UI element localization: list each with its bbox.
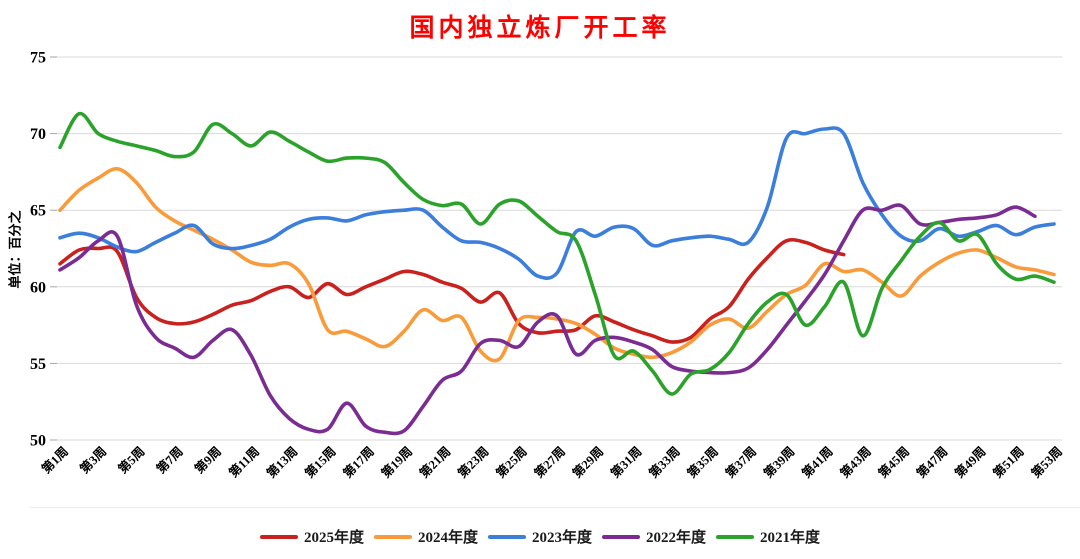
- legend-swatch-icon: [602, 534, 640, 539]
- x-axis-tick-label: 第3周: [77, 444, 110, 477]
- series-line-3: [58, 203, 1037, 436]
- x-axis-tick-label: 第49周: [952, 444, 989, 481]
- legend-label: 2021年度: [760, 530, 821, 546]
- y-axis-title: 单位：百分之: [7, 210, 23, 289]
- x-axis-tick-label: 第17周: [340, 444, 377, 481]
- x-axis-tick-label: 第43周: [837, 444, 874, 481]
- y-axis-tick-label: 65: [30, 203, 46, 220]
- x-axis-tick-label: 第9周: [191, 444, 224, 477]
- x-axis-tick-label: 第51周: [990, 444, 1027, 481]
- x-axis-tick-label: 第27周: [531, 444, 568, 481]
- legend-item-1: 2024年度: [373, 526, 478, 547]
- legend-label: 2023年度: [531, 530, 592, 546]
- x-axis-tick-label: 第15周: [302, 444, 339, 481]
- x-axis-tick-label: 第39周: [760, 444, 797, 481]
- x-axis-tick-label: 第45周: [875, 444, 912, 481]
- legend: 2025年度 2024年度 2023年度 2022年度 2021年度: [0, 526, 1080, 547]
- legend-item-2: 2023年度: [487, 526, 592, 547]
- legend-item-3: 2022年度: [602, 526, 706, 547]
- legend-label: 2025年度: [303, 530, 364, 546]
- legend-swatch-icon: [373, 534, 412, 539]
- x-axis-tick-label: 第41周: [799, 444, 836, 481]
- x-axis-tick-label: 第21周: [416, 444, 453, 481]
- legend-swatch-icon: [487, 534, 526, 539]
- x-axis-tick-label: 第5周: [115, 444, 148, 477]
- y-axis-tick-label: 75: [30, 50, 46, 67]
- x-axis-tick-label: 第13周: [263, 444, 300, 481]
- y-axis-tick-label: 50: [30, 433, 46, 450]
- y-axis-tick-label: 55: [30, 356, 46, 373]
- x-axis-tick-label: 第35周: [684, 444, 721, 481]
- series-line-0: [58, 237, 846, 344]
- x-axis-tick-label: 第11周: [226, 444, 263, 481]
- legend-label: 2022年度: [646, 530, 707, 546]
- chart-title: 国内独立炼厂开工率: [409, 15, 671, 42]
- y-axis-tick-label: 60: [30, 279, 46, 296]
- x-axis-tick-label: 第19周: [378, 444, 415, 481]
- x-axis-tick-label: 第47周: [913, 444, 950, 481]
- legend-swatch-icon: [716, 534, 755, 539]
- x-axis-tick-label: 第31周: [607, 444, 644, 481]
- legend-label: 2024年度: [417, 530, 478, 546]
- x-axis-tick-label: 第33周: [646, 444, 683, 481]
- legend-item-0: 2025年度: [259, 526, 364, 547]
- legend-item-4: 2021年度: [716, 526, 820, 547]
- x-axis-tick-label: 第23周: [455, 444, 492, 481]
- x-axis-tick-label: 第53周: [1028, 444, 1065, 481]
- x-axis-tick-label: 第37周: [722, 444, 759, 481]
- series-line-4: [58, 111, 1056, 396]
- legend-swatch-icon: [259, 534, 298, 539]
- x-axis-tick-label: 第29周: [569, 444, 606, 481]
- y-axis-tick-label: 70: [30, 126, 46, 143]
- x-axis-tick-label: 第7周: [153, 444, 186, 477]
- x-axis-tick-label: 第25周: [493, 444, 530, 481]
- series-line-2: [58, 126, 1056, 280]
